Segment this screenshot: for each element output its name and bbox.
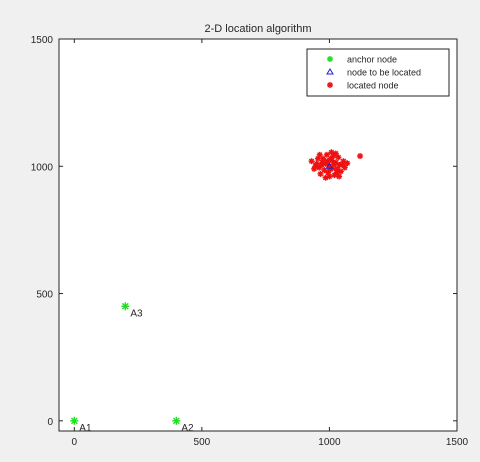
anchor-label: A3 <box>130 308 143 319</box>
y-tick-label: 0 <box>47 417 53 428</box>
axes-layer: 0 500 1000 1500 0 500 1000 1500 <box>31 35 469 448</box>
legend-marker <box>327 82 333 88</box>
located-node-point <box>336 162 343 168</box>
x-tick-label: 1000 <box>318 437 341 448</box>
anchor-node-point <box>172 416 181 425</box>
anchor-node-point <box>121 302 130 311</box>
legend-marker <box>326 68 334 75</box>
anchor-label: A2 <box>181 423 194 434</box>
located-node-point <box>332 150 339 157</box>
legend: anchor node node to be located located nod… <box>306 48 450 97</box>
anchor-node-point <box>70 416 79 425</box>
legend-entry-label: node to be located <box>347 68 421 78</box>
anchor-label: A1 <box>79 423 92 434</box>
legend-entry-label: located node <box>347 81 399 91</box>
located-node-point <box>336 173 343 180</box>
x-tick-label: 1500 <box>446 437 469 448</box>
located-node-point <box>328 157 335 164</box>
located-node-point <box>308 158 315 165</box>
legend-marker <box>327 56 333 62</box>
located-node-point <box>357 153 364 160</box>
y-tick-label: 500 <box>36 290 53 301</box>
marks-layer: A1 A2 A3 <box>70 149 364 434</box>
y-tick-label: 1500 <box>31 35 54 46</box>
located-node-point <box>333 169 340 176</box>
located-node-point <box>312 163 319 170</box>
located-node-point <box>323 151 330 158</box>
located-node-point <box>326 173 333 180</box>
x-tick-label: 500 <box>194 437 211 448</box>
located-node-point <box>344 160 351 167</box>
located-node-point <box>317 170 324 177</box>
located-node-point <box>339 161 346 168</box>
located-node-point <box>319 159 326 166</box>
target-node-point <box>325 162 334 169</box>
located-node-point <box>316 151 323 158</box>
x-tick-label: 0 <box>72 437 78 448</box>
legend-entry-label: anchor node <box>347 55 397 65</box>
chart-title: 2-D location algorithm <box>205 23 312 35</box>
plot-area <box>58 38 458 432</box>
located-node-point <box>322 174 329 181</box>
y-tick-label: 1000 <box>31 162 54 173</box>
located-node-point <box>335 154 342 161</box>
